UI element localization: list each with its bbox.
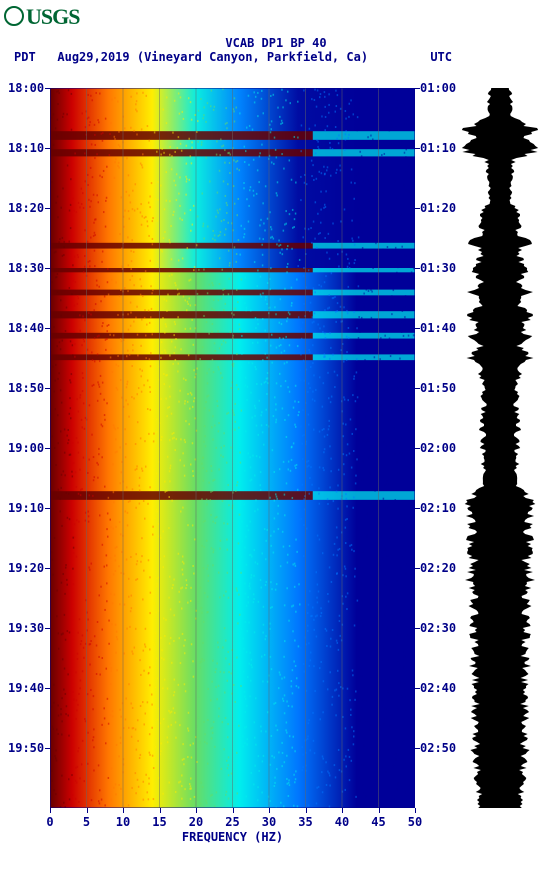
x-tick: 50 (408, 815, 422, 829)
y-left-tick: 18:30 (8, 261, 44, 275)
x-tick: 0 (46, 815, 53, 829)
x-tick: 40 (335, 815, 349, 829)
x-tick: 5 (83, 815, 90, 829)
spectrogram-plot (50, 88, 415, 808)
y-left-tick: 19:50 (8, 741, 44, 755)
y-left-tick: 18:20 (8, 201, 44, 215)
y-left-tick: 18:00 (8, 81, 44, 95)
waveform-trace (460, 88, 540, 808)
utc-label: UTC (430, 50, 452, 64)
y-right-tick: 01:50 (420, 381, 456, 395)
y-right-tick: 01:10 (420, 141, 456, 155)
y-right-tick: 02:50 (420, 741, 456, 755)
y-right-tick: 01:20 (420, 201, 456, 215)
x-tick: 25 (225, 815, 239, 829)
y-left-tick: 19:10 (8, 501, 44, 515)
usgs-logo: USGS (4, 4, 79, 30)
x-tick: 10 (116, 815, 130, 829)
y-right-tick: 02:30 (420, 621, 456, 635)
y-right-tick: 02:20 (420, 561, 456, 575)
chart-subtitle: PDT Aug29,2019 (Vineyard Canyon, Parkfie… (14, 50, 368, 64)
y-left-tick: 19:20 (8, 561, 44, 575)
x-tick: 15 (152, 815, 166, 829)
x-axis-label: FREQUENCY (HZ) (50, 830, 415, 844)
y-right-tick: 02:10 (420, 501, 456, 515)
y-right-tick: 01:00 (420, 81, 456, 95)
x-tick: 20 (189, 815, 203, 829)
y-left-tick: 18:40 (8, 321, 44, 335)
chart-title: VCAB DP1 BP 40 (0, 36, 552, 50)
y-right-tick: 02:40 (420, 681, 456, 695)
y-left-tick: 19:40 (8, 681, 44, 695)
x-tick: 35 (298, 815, 312, 829)
y-right-tick: 01:40 (420, 321, 456, 335)
y-right-tick: 01:30 (420, 261, 456, 275)
y-left-tick: 18:10 (8, 141, 44, 155)
x-tick: 30 (262, 815, 276, 829)
x-tick: 45 (371, 815, 385, 829)
y-left-tick: 19:30 (8, 621, 44, 635)
y-left-tick: 19:00 (8, 441, 44, 455)
pdt-label: PDT (14, 50, 36, 64)
y-left-tick: 18:50 (8, 381, 44, 395)
y-right-tick: 02:00 (420, 441, 456, 455)
